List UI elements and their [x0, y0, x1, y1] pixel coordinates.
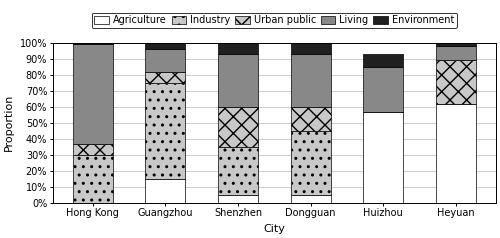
Bar [218, 195, 258, 203]
Bar [436, 46, 476, 60]
X-axis label: City: City [264, 224, 285, 234]
Bar [73, 144, 113, 155]
Y-axis label: Proportion: Proportion [4, 94, 14, 151]
Bar [146, 72, 186, 83]
Bar [218, 43, 258, 54]
Bar [290, 43, 331, 54]
Bar [146, 49, 186, 72]
Legend: Agriculture, Industry, Urban public, Living, Environment: Agriculture, Industry, Urban public, Liv… [92, 13, 457, 28]
Bar [363, 54, 403, 67]
Bar [436, 60, 476, 104]
Bar [290, 107, 331, 131]
Bar [218, 54, 258, 107]
Bar [73, 43, 113, 45]
Bar [146, 83, 186, 179]
Bar [290, 131, 331, 195]
Bar [218, 147, 258, 195]
Bar [73, 155, 113, 203]
Bar [363, 67, 403, 112]
Bar [290, 54, 331, 107]
Bar [218, 107, 258, 147]
Bar [363, 112, 403, 203]
Bar [146, 43, 186, 49]
Bar [290, 195, 331, 203]
Bar [436, 104, 476, 203]
Bar [73, 45, 113, 144]
Bar [146, 179, 186, 203]
Bar [436, 43, 476, 46]
